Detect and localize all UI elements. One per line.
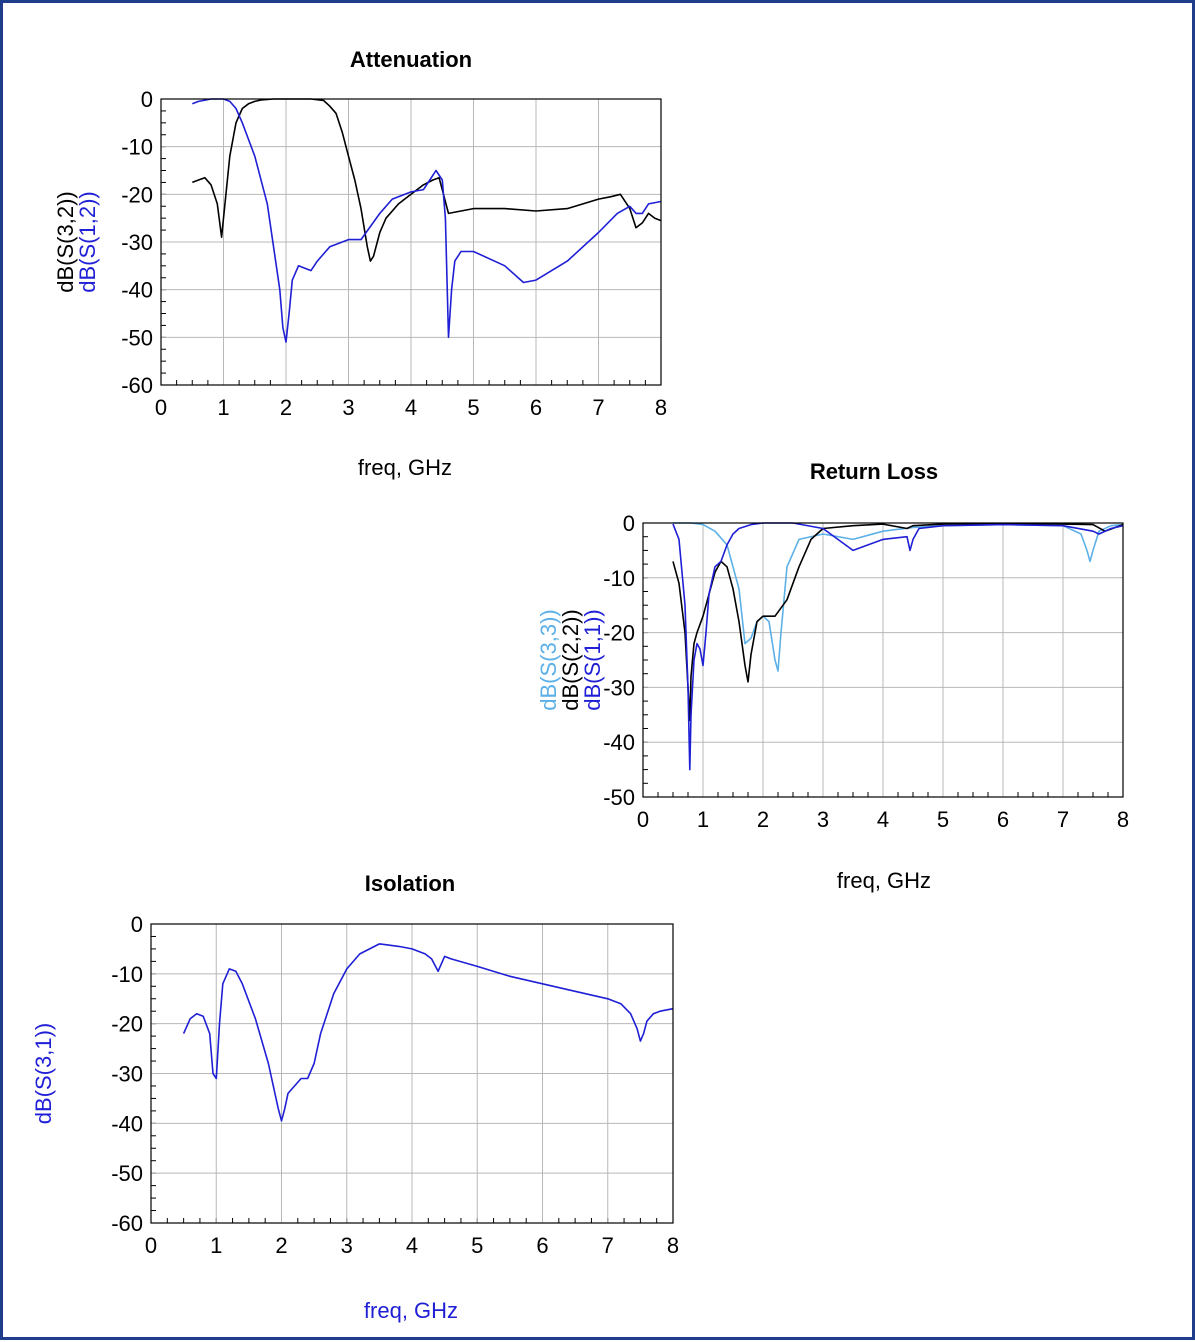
isolation-title: Isolation <box>365 871 455 896</box>
y-tick-label: -60 <box>111 1211 143 1236</box>
x-tick-label: 7 <box>592 395 604 420</box>
x-tick-label: 2 <box>275 1233 287 1258</box>
y-tick-label: -10 <box>603 566 635 591</box>
y-tick-label: -50 <box>111 1161 143 1186</box>
y-axis-series-label: dB(S(1,1)) <box>580 609 605 710</box>
x-tick-label: 3 <box>817 807 829 832</box>
attenuation-x-label: freq, GHz <box>358 455 452 480</box>
x-tick-label: 8 <box>667 1233 679 1258</box>
isolation-chart: Isolation dB(S(3,1)) 0 1 2 3 4 5 6 7 8 0 -10 -20 -30… <box>31 871 679 1323</box>
series-line-db-s-3-3 <box>673 522 1124 672</box>
series-line-db-s-2-2 <box>672 522 1124 722</box>
x-tick-label: 6 <box>997 807 1009 832</box>
series-line-db-s-1-1 <box>672 522 1124 771</box>
y-axis-series-label: dB(S(3,3)) <box>536 609 561 710</box>
y-axis-series-label: dB(S(3,1)) <box>31 1023 56 1124</box>
return-loss-plot: 0 1 2 3 4 5 6 7 8 0 -10 -20 -30 -40 -50 <box>603 511 1129 832</box>
x-tick-label: 8 <box>1117 807 1129 832</box>
y-tick-label: -50 <box>121 325 153 350</box>
y-tick-label: -50 <box>603 785 635 810</box>
y-tick-label: -10 <box>121 135 153 160</box>
series-line-db-s-1-2 <box>192 98 662 343</box>
x-tick-label: 6 <box>530 395 542 420</box>
plot-frame <box>160 98 662 386</box>
return-loss-x-label: freq, GHz <box>837 868 931 893</box>
x-tick-label: 2 <box>280 395 292 420</box>
x-tick-label: 6 <box>536 1233 548 1258</box>
plot-frame <box>642 522 1124 798</box>
y-tick-label: 0 <box>623 511 635 536</box>
x-tick-label: 2 <box>757 807 769 832</box>
x-tick-label: 1 <box>697 807 709 832</box>
isolation-x-label: freq, GHz <box>364 1298 458 1323</box>
return-loss-y-legend: dB(S(3,3))dB(S(2,2))dB(S(1,1)) <box>536 609 605 710</box>
isolation-y-legend: dB(S(3,1)) <box>31 1023 56 1124</box>
y-tick-label: 0 <box>131 912 143 937</box>
attenuation-chart: Attenuation dB(S(3,2))dB(S(1,2)) 0 1 2 3 4 5 6… <box>53 47 667 480</box>
y-axis-series-label: dB(S(1,2)) <box>75 191 100 292</box>
series-line-db-s-3-1 <box>182 943 674 1122</box>
y-tick-label: -20 <box>121 182 153 207</box>
x-tick-label: 0 <box>145 1233 157 1258</box>
y-axis-series-label: dB(S(3,2)) <box>53 191 78 292</box>
x-tick-label: 4 <box>406 1233 418 1258</box>
isolation-plot: 0 1 2 3 4 5 6 7 8 0 -10 -20 -30 -40 -50 -60 <box>111 912 679 1258</box>
x-tick-label: 5 <box>471 1233 483 1258</box>
return-loss-title: Return Loss <box>810 459 938 484</box>
x-tick-label: 3 <box>342 395 354 420</box>
y-tick-label: -60 <box>121 373 153 398</box>
x-tick-label: 4 <box>877 807 889 832</box>
y-tick-label: -30 <box>603 675 635 700</box>
x-tick-label: 5 <box>467 395 479 420</box>
y-tick-label: -40 <box>603 730 635 755</box>
y-tick-label: -40 <box>111 1111 143 1136</box>
return-loss-chart: Return Loss dB(S(3,3))dB(S(2,2))dB(S(1,1… <box>536 459 1129 893</box>
x-tick-label: 1 <box>217 395 229 420</box>
x-tick-label: 7 <box>602 1233 614 1258</box>
y-tick-label: -10 <box>111 962 143 987</box>
y-axis-series-label: dB(S(2,2)) <box>558 609 583 710</box>
x-tick-label: 0 <box>155 395 167 420</box>
x-tick-label: 3 <box>341 1233 353 1258</box>
y-tick-label: -20 <box>111 1012 143 1037</box>
y-tick-label: -30 <box>121 230 153 255</box>
y-tick-label: -40 <box>121 278 153 303</box>
x-tick-label: 8 <box>655 395 667 420</box>
y-tick-label: -20 <box>603 621 635 646</box>
x-tick-label: 1 <box>210 1233 222 1258</box>
attenuation-y-legend: dB(S(3,2))dB(S(1,2)) <box>53 191 100 292</box>
attenuation-title: Attenuation <box>350 47 472 72</box>
y-tick-label: -30 <box>111 1062 143 1087</box>
x-tick-label: 5 <box>937 807 949 832</box>
attenuation-plot: 0 1 2 3 4 5 6 7 8 0 -10 -20 -30 -40 -50 -60 <box>121 87 667 420</box>
x-tick-label: 7 <box>1057 807 1069 832</box>
plot-frame <box>150 923 674 1224</box>
x-tick-label: 4 <box>405 395 417 420</box>
y-tick-label: 0 <box>141 87 153 112</box>
series-line-db-s-3-2 <box>192 98 662 262</box>
charts-svg: Attenuation dB(S(3,2))dB(S(1,2)) 0 1 2 3 4 5 6… <box>31 47 1129 1323</box>
x-tick-label: 0 <box>637 807 649 832</box>
